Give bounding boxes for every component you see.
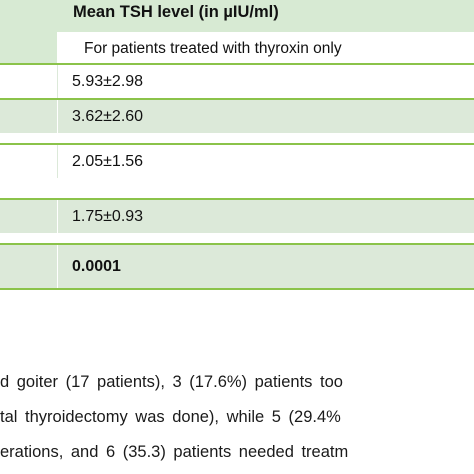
table-header-band: Mean TSH level (in µIU/ml) — [0, 0, 474, 32]
table-column-divider — [57, 245, 58, 288]
table-cell-value: 3.62±2.60 — [72, 108, 144, 125]
table-row-label-cell — [0, 100, 57, 133]
table-row: 0.0001 — [0, 245, 474, 288]
table-rule — [0, 288, 474, 290]
table-cell-value: 5.93±2.98 — [72, 73, 144, 90]
paragraph-line: d goiter (17 patients), 3 (17.6%) patien… — [0, 373, 343, 391]
table-column-divider — [57, 100, 58, 133]
paragraph-line: tal thyroidectomy was done), while 5 (29… — [0, 408, 341, 426]
table-cell-pvalue: 0.0001 — [72, 258, 121, 275]
table-subheader-text: For patients treated with thyroxin only — [84, 40, 342, 57]
table-column-divider — [57, 200, 58, 233]
table-row-label-cell — [0, 65, 57, 98]
table-row-label-cell — [0, 200, 57, 233]
table-row: 5.93±2.98 — [0, 65, 474, 98]
table-header-left-cell — [0, 32, 57, 64]
table-rule — [0, 243, 474, 245]
paragraph-line: erations, and 6 (35.3) patients needed t… — [0, 443, 349, 461]
table-rule — [0, 63, 474, 65]
table-row: 1.75±0.93 — [0, 200, 474, 233]
table-rule — [0, 98, 474, 100]
table-subheader-cell: For patients treated with thyroxin only — [57, 32, 474, 64]
table-row-label-cell — [0, 245, 57, 288]
table-cell-value: 1.75±0.93 — [72, 208, 144, 225]
table-row: 3.62±2.60 — [0, 100, 474, 133]
body-paragraph: d goiter (17 patients), 3 (17.6%) patien… — [0, 360, 474, 474]
table-header-title: Mean TSH level (in µIU/ml) — [73, 3, 279, 21]
table-row-label-cell — [0, 145, 57, 178]
table-rule — [0, 143, 474, 145]
table-column-divider — [57, 65, 58, 98]
table-column-divider — [57, 145, 58, 178]
table-rule — [0, 198, 474, 200]
table-row: 2.05±1.56 — [0, 145, 474, 178]
table-cell-value: 2.05±1.56 — [72, 153, 144, 170]
